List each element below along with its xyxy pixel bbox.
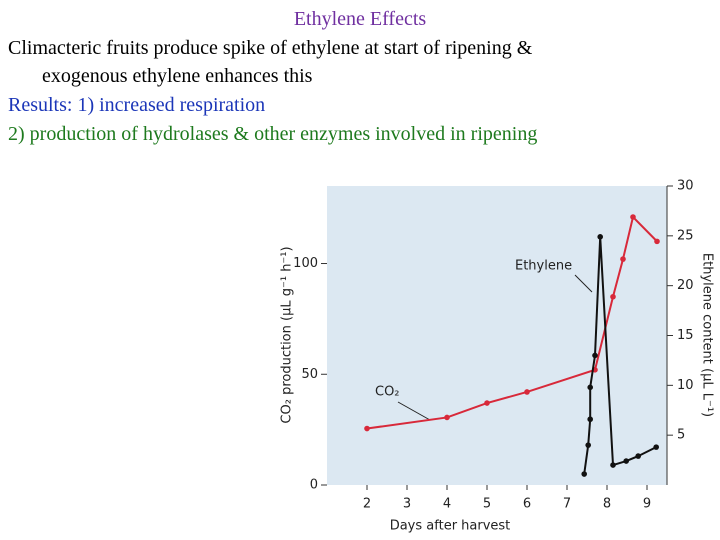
x-tick-label: 3 bbox=[403, 497, 411, 512]
leader-line bbox=[397, 401, 431, 421]
data-point bbox=[653, 444, 659, 450]
y-tick-label: 0 bbox=[310, 478, 318, 493]
slide-title: Ethylene Effects bbox=[294, 8, 427, 30]
data-point bbox=[592, 352, 598, 359]
y2-axis-label: Ethylene content (μL L⁻¹) bbox=[700, 253, 715, 417]
data-point bbox=[623, 458, 629, 464]
annotation: CO₂ bbox=[375, 385, 400, 400]
data-point bbox=[581, 471, 587, 477]
data-point bbox=[484, 400, 490, 406]
data-point bbox=[635, 453, 641, 459]
data-point bbox=[610, 293, 616, 300]
slide-text: 2) production of hydrolases & other enzy… bbox=[8, 123, 537, 145]
data-point bbox=[524, 389, 530, 395]
data-point bbox=[444, 414, 450, 421]
slide-text: Results: 1) increased respiration bbox=[8, 94, 265, 116]
x-tick-label: 6 bbox=[523, 497, 531, 512]
x-tick-label: 4 bbox=[443, 497, 451, 512]
series-line bbox=[583, 236, 657, 475]
y2-tick-label: 25 bbox=[677, 228, 694, 243]
data-point bbox=[587, 384, 593, 391]
data-point bbox=[364, 425, 370, 432]
x-tick-label: 8 bbox=[603, 497, 611, 512]
annotation: Ethylene bbox=[515, 259, 572, 274]
data-point bbox=[587, 416, 593, 423]
data-point bbox=[620, 256, 626, 262]
plot-area bbox=[327, 186, 667, 485]
x-axis-label: Days after harvest bbox=[390, 519, 511, 534]
slide-text: Climacteric fruits produce spike of ethy… bbox=[8, 37, 533, 59]
x-tick-label: 2 bbox=[363, 497, 371, 512]
x-tick-label: 5 bbox=[483, 497, 491, 512]
data-point bbox=[597, 234, 603, 240]
y2-tick-label: 5 bbox=[677, 428, 685, 443]
y-tick-label: 100 bbox=[293, 256, 318, 271]
leader-line bbox=[574, 274, 593, 293]
data-point bbox=[630, 214, 636, 220]
slide-text: exogenous ethylene enhances this bbox=[42, 65, 313, 87]
y-axis-label: CO₂ production (μL g⁻¹ h⁻¹) bbox=[280, 246, 295, 423]
y-tick-label: 50 bbox=[301, 367, 318, 382]
data-point bbox=[610, 462, 616, 468]
x-tick-label: 9 bbox=[643, 497, 651, 512]
y2-tick-label: 30 bbox=[677, 179, 694, 194]
x-tick-label: 7 bbox=[563, 497, 571, 512]
y2-tick-label: 15 bbox=[677, 328, 694, 343]
y2-tick-label: 20 bbox=[677, 278, 694, 293]
y2-tick-label: 10 bbox=[677, 378, 694, 393]
data-point bbox=[585, 442, 591, 448]
data-point bbox=[654, 238, 660, 245]
